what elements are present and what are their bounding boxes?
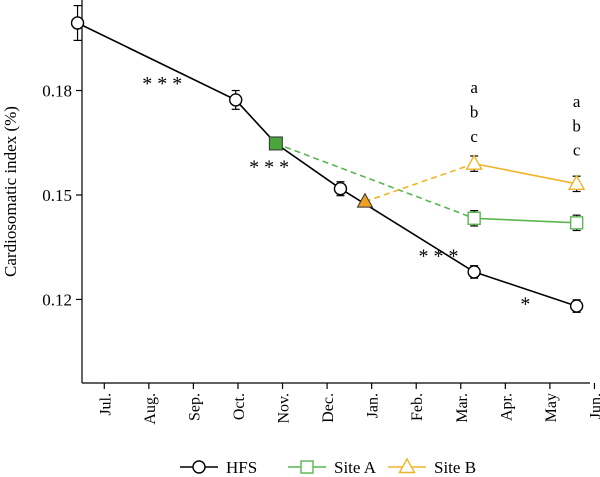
significance-stars: * * * xyxy=(418,245,458,267)
x-tick-label: Jun. xyxy=(587,393,600,419)
point-hfs xyxy=(70,16,85,30)
significance-letter: b xyxy=(572,116,581,135)
x-tick-label: Dec. xyxy=(320,393,337,423)
transfer-marker-site-a xyxy=(268,136,283,151)
data-points xyxy=(70,4,586,313)
point-hfs xyxy=(467,265,481,279)
x-tick-label: Mar. xyxy=(454,393,471,423)
legend-label-site-b: Site B xyxy=(434,458,476,477)
significance-letter: a xyxy=(470,78,478,97)
point-site-b xyxy=(567,174,586,191)
point-site-b xyxy=(465,154,483,170)
legend-label-site-a: Site A xyxy=(334,458,377,477)
significance-stars: * * * xyxy=(142,73,182,95)
x-tick-label: Sep. xyxy=(186,393,203,421)
point-site-a xyxy=(569,216,584,230)
significance-letter: b xyxy=(470,102,479,121)
significance-stars: * xyxy=(520,293,530,315)
x-tick-label: Feb. xyxy=(409,393,426,421)
axes: 0.12 0.15 0.18 Jul. Aug. Sep. Oct. Nov. Dec. Jan.… xyxy=(1,0,600,425)
x-tick-label: Jan. xyxy=(365,393,382,418)
legend-marker-site-b xyxy=(398,457,416,474)
significance-stars: * * * xyxy=(249,157,289,179)
x-tick-label: Nov. xyxy=(276,393,293,424)
y-tick-label: 0.12 xyxy=(42,290,72,309)
significance-letter: a xyxy=(573,92,581,111)
y-axis-title: Cardiosomatic index (%) xyxy=(1,106,20,277)
x-tick-label: Oct. xyxy=(231,393,248,420)
y-tick-label: 0.15 xyxy=(42,186,72,205)
significance-letter: c xyxy=(470,127,478,146)
series-lines xyxy=(77,22,577,307)
y-tick-label: 0.18 xyxy=(42,82,72,101)
point-hfs xyxy=(569,299,584,313)
line-hfs xyxy=(77,22,577,307)
line-site-a xyxy=(474,217,577,224)
transfer-marker-site-b xyxy=(356,192,374,208)
significance-letter: c xyxy=(573,141,581,160)
point-site-a xyxy=(467,211,481,226)
point-hfs xyxy=(229,93,243,107)
legend-marker-hfs xyxy=(192,460,206,474)
line-site-b xyxy=(473,162,577,185)
legend: HFS Site A Site B xyxy=(180,457,476,477)
x-tick-label: Aug. xyxy=(142,393,159,425)
legend-marker-site-a xyxy=(300,460,314,474)
dashed-link-site-a xyxy=(275,142,475,220)
dashed-links xyxy=(275,142,475,220)
x-tick-label: Jul. xyxy=(97,393,114,416)
x-tick-label: Apr. xyxy=(498,393,515,421)
point-hfs xyxy=(333,182,348,196)
legend-label-hfs: HFS xyxy=(226,458,257,477)
x-tick-label: May xyxy=(543,393,560,422)
